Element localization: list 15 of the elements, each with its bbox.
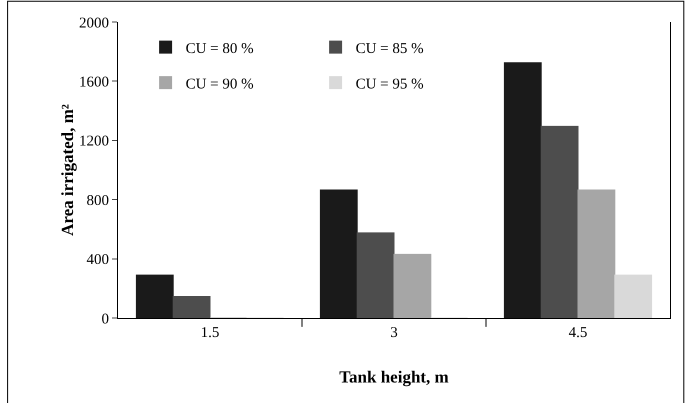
legend-label: CU = 80 %	[186, 40, 254, 57]
y-axis-title: Area irrigated, m²	[58, 104, 77, 236]
legend-label: CU = 90 %	[186, 76, 254, 92]
y-tick-label: 800	[86, 192, 109, 209]
y-tick-label: 1600	[79, 74, 109, 90]
y-tick-label: 2000	[79, 15, 109, 32]
x-tick-label: 4.5	[568, 325, 588, 341]
legend-label: CU = 85 %	[356, 40, 424, 57]
x-tick-label: 3	[390, 325, 398, 341]
legend-label: CU = 95 %	[356, 76, 424, 92]
x-axis-title: Tank height, m	[339, 367, 449, 386]
y-tick-label: 0	[102, 311, 109, 328]
y-tick-label: 1200	[79, 134, 109, 150]
y-tick-label: 400	[86, 252, 109, 268]
x-tick-label: 1.5	[200, 325, 220, 341]
